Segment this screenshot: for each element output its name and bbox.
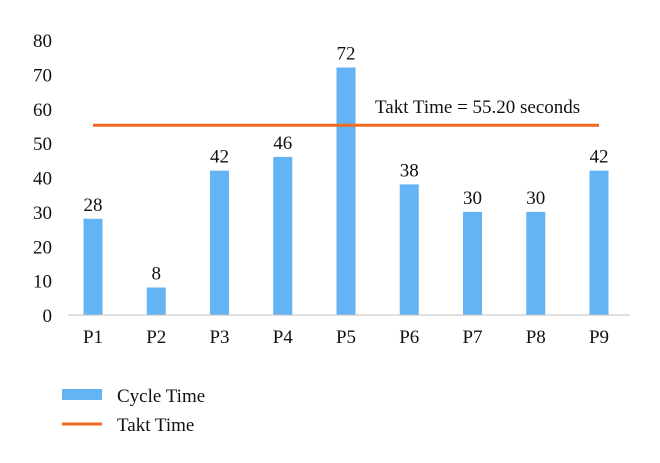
x-tick-label-p8: P8 (526, 327, 546, 348)
bar-p6 (399, 184, 419, 315)
x-tick-label-p3: P3 (209, 327, 229, 348)
bar-p4 (273, 156, 293, 315)
bar-value-label-p6: 38 (400, 160, 419, 181)
x-tick-label-p6: P6 (399, 327, 419, 348)
y-tick-label-20: 20 (33, 237, 52, 258)
bar-p5 (336, 67, 356, 315)
legend-label-takt-time: Takt Time (117, 415, 194, 436)
x-tick-label-p1: P1 (83, 327, 103, 348)
bar-p1 (83, 218, 103, 315)
x-tick-label-p9: P9 (589, 327, 609, 348)
legend-label-cycle-time: Cycle Time (117, 386, 205, 407)
bar-p7 (463, 211, 482, 315)
bar-value-labels: 28 8 42 46 72 38 30 30 42 (84, 44, 609, 285)
x-tick-label-p2: P2 (146, 327, 166, 348)
bar-value-label-p3: 42 (210, 147, 229, 168)
takt-time-annotation: Takt Time = 55.20 seconds (375, 97, 580, 118)
bar-p3 (210, 170, 229, 315)
bar-p8 (526, 211, 546, 315)
y-tick-label-30: 30 (33, 203, 52, 224)
y-tick-label-50: 50 (33, 134, 52, 155)
legend-swatch-cycle-time (62, 389, 102, 400)
y-tick-label-60: 60 (33, 100, 52, 121)
x-tick-label-p4: P4 (273, 327, 294, 348)
bar-p9 (589, 170, 609, 315)
bar-value-label-p1: 28 (84, 195, 103, 216)
x-tick-label-p7: P7 (462, 327, 482, 348)
legend: Cycle Time Takt Time (62, 386, 205, 436)
bar-p2 (146, 287, 166, 315)
bar-value-label-p9: 42 (590, 147, 609, 168)
bar-value-label-p2: 8 (152, 264, 162, 285)
y-tick-label-0: 0 (43, 306, 53, 327)
x-tick-label-p5: P5 (336, 327, 356, 348)
bar-value-label-p7: 30 (463, 188, 482, 209)
x-axis: P1 P2 P3 P4 P5 P6 P7 P8 P9 (83, 327, 609, 348)
bar-value-label-p4: 46 (273, 133, 292, 154)
y-axis: 0 10 20 30 40 50 60 70 80 (33, 31, 52, 327)
y-tick-label-10: 10 (33, 272, 52, 293)
y-tick-label-40: 40 (33, 169, 52, 190)
y-tick-label-80: 80 (33, 31, 52, 52)
bar-value-label-p8: 30 (526, 188, 545, 209)
y-tick-label-70: 70 (33, 65, 52, 86)
bar-value-label-p5: 72 (337, 44, 356, 65)
bars (83, 67, 609, 315)
